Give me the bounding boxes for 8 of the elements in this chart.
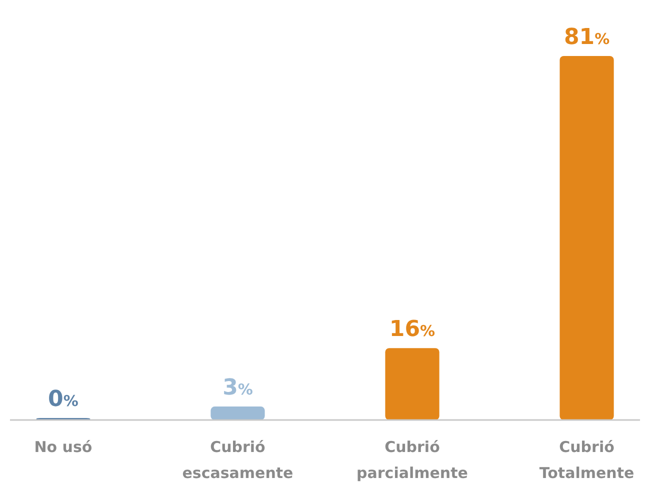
x-tick-label: Cubrió parcialmente [356, 438, 468, 482]
x-tick-label: Cubrió escasamente [182, 438, 294, 482]
x-tick-label: No usó [34, 438, 92, 456]
data-label: 16% [389, 317, 436, 342]
data-label: 3% [222, 376, 253, 401]
data-label: 0% [48, 387, 78, 412]
data-label: 81% [564, 25, 610, 50]
x-tick-label: Cubrió Totalmente [539, 438, 634, 482]
